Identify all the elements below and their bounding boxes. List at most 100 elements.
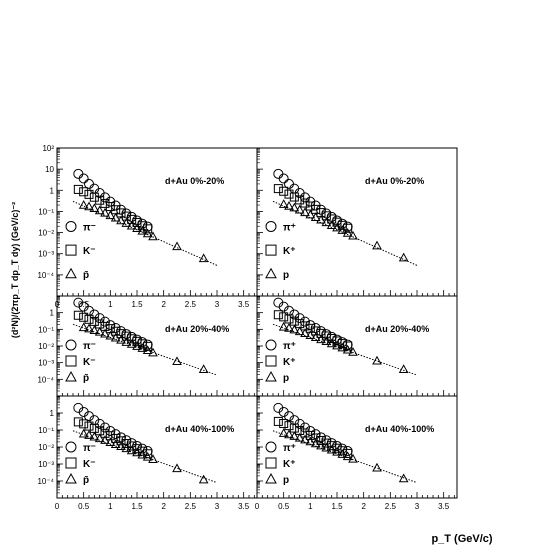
legend-entry: π⁻ bbox=[83, 341, 96, 352]
triangle-point bbox=[332, 340, 342, 350]
triangle-point bbox=[84, 430, 94, 439]
triangle-point bbox=[278, 428, 289, 437]
square-point bbox=[116, 329, 126, 339]
circle-point bbox=[105, 425, 116, 436]
triangle-point bbox=[78, 322, 89, 332]
x-tick-label: 1 bbox=[308, 502, 313, 511]
circle-point bbox=[278, 173, 289, 184]
triangle-point bbox=[294, 326, 305, 336]
square-point bbox=[279, 186, 289, 196]
x-tick-label: 2.5 bbox=[185, 502, 197, 511]
triangle-point bbox=[342, 344, 353, 354]
square-point bbox=[121, 331, 131, 341]
square-point bbox=[321, 211, 331, 221]
centrality-label: d+Au 40%-100% bbox=[165, 424, 234, 434]
triangle-point bbox=[121, 443, 132, 453]
triangle-point bbox=[142, 451, 153, 461]
triangle-point bbox=[89, 325, 100, 334]
triangle-point bbox=[305, 330, 316, 339]
square-point bbox=[300, 428, 310, 438]
triangle-point bbox=[289, 431, 300, 440]
square-point bbox=[289, 192, 299, 202]
triangle-point bbox=[316, 334, 326, 344]
square-point bbox=[127, 334, 137, 344]
square-point bbox=[305, 430, 315, 440]
legend-marker bbox=[65, 457, 77, 469]
legend-entry: π⁺ bbox=[283, 443, 296, 454]
triangle-point bbox=[116, 334, 126, 344]
triangle-point bbox=[89, 203, 100, 213]
x-tick-label: 0 bbox=[255, 502, 260, 511]
triangle-point bbox=[132, 223, 142, 232]
y-tick-label: 10⁻² bbox=[38, 443, 54, 452]
triangle-point bbox=[348, 453, 358, 463]
circle-point bbox=[289, 415, 300, 426]
square-point bbox=[116, 436, 126, 446]
triangle-point bbox=[126, 445, 137, 455]
triangle-point bbox=[289, 202, 300, 212]
centrality-label: d+Au 0%-20% bbox=[365, 176, 424, 186]
legend-entry: π⁺ bbox=[283, 222, 296, 233]
panel-middle-left: 1 10⁻¹ 10⁻² 10⁻³ 10⁻⁴ d+Au 20%-40% π⁻ K⁻ p̄ bbox=[37, 295, 258, 397]
triangle-point bbox=[137, 225, 148, 235]
square-point bbox=[284, 421, 294, 431]
triangle-point bbox=[310, 212, 321, 221]
triangle-point bbox=[105, 210, 116, 220]
triangle-point bbox=[332, 222, 342, 232]
triangle-point bbox=[198, 474, 209, 484]
square-point bbox=[73, 417, 83, 427]
square-point bbox=[89, 192, 99, 202]
x-tick-label: 2 bbox=[361, 502, 366, 511]
circle-point bbox=[100, 422, 110, 433]
triangle-point bbox=[326, 338, 337, 348]
triangle-point bbox=[372, 462, 382, 472]
circle-point bbox=[94, 313, 105, 324]
legend-marker bbox=[65, 220, 77, 232]
triangle-point bbox=[142, 345, 153, 355]
legend-entry: K⁻ bbox=[83, 246, 96, 257]
square-point bbox=[132, 217, 142, 227]
triangle-point bbox=[94, 326, 105, 336]
triangle-point bbox=[126, 339, 137, 348]
triangle-point bbox=[172, 463, 182, 473]
centrality-label: d+Au 20%-40% bbox=[365, 324, 429, 334]
circle-point bbox=[94, 418, 105, 429]
triangle-point bbox=[284, 429, 294, 439]
y-tick-label: 10⁻² bbox=[38, 342, 54, 351]
square-point bbox=[100, 198, 110, 208]
legend-entry: K⁻ bbox=[83, 459, 96, 470]
legend-marker bbox=[65, 244, 77, 256]
legend-entry: p̄ bbox=[83, 270, 89, 281]
triangle-point bbox=[321, 217, 332, 227]
triangle-point bbox=[89, 431, 100, 441]
legend-entry: p bbox=[283, 373, 289, 384]
square-point bbox=[273, 184, 283, 194]
triangle-point bbox=[310, 332, 321, 342]
centrality-label: d+Au 0%-20% bbox=[165, 176, 224, 186]
triangle-point bbox=[398, 364, 409, 373]
triangle-point bbox=[300, 207, 310, 217]
x-tick-label: 0.5 bbox=[278, 502, 290, 511]
y-tick-label: 10² bbox=[42, 144, 54, 153]
x-tick-label: 1 bbox=[108, 300, 113, 309]
square-point bbox=[111, 433, 121, 443]
circle-point bbox=[84, 178, 94, 189]
triangle-point bbox=[110, 439, 121, 448]
legend-entry: K⁺ bbox=[283, 459, 296, 470]
y-tick-label: 10⁻⁴ bbox=[37, 477, 54, 486]
triangle-point bbox=[316, 214, 326, 224]
triangle-point bbox=[294, 432, 305, 442]
triangle-point bbox=[198, 253, 209, 263]
legend-entry: π⁻ bbox=[83, 443, 96, 454]
circle-point bbox=[89, 309, 100, 320]
triangle-point bbox=[294, 204, 305, 214]
y-tick-label: 10⁻¹ bbox=[38, 426, 54, 435]
y-tick-label: 1 bbox=[50, 186, 55, 195]
square-point bbox=[332, 217, 342, 227]
legend-entry: K⁺ bbox=[283, 246, 296, 257]
triangle-point bbox=[132, 447, 142, 457]
square-point bbox=[273, 310, 283, 320]
triangle-point bbox=[94, 433, 105, 443]
triangle-point bbox=[172, 356, 182, 366]
legend-marker bbox=[65, 339, 77, 351]
